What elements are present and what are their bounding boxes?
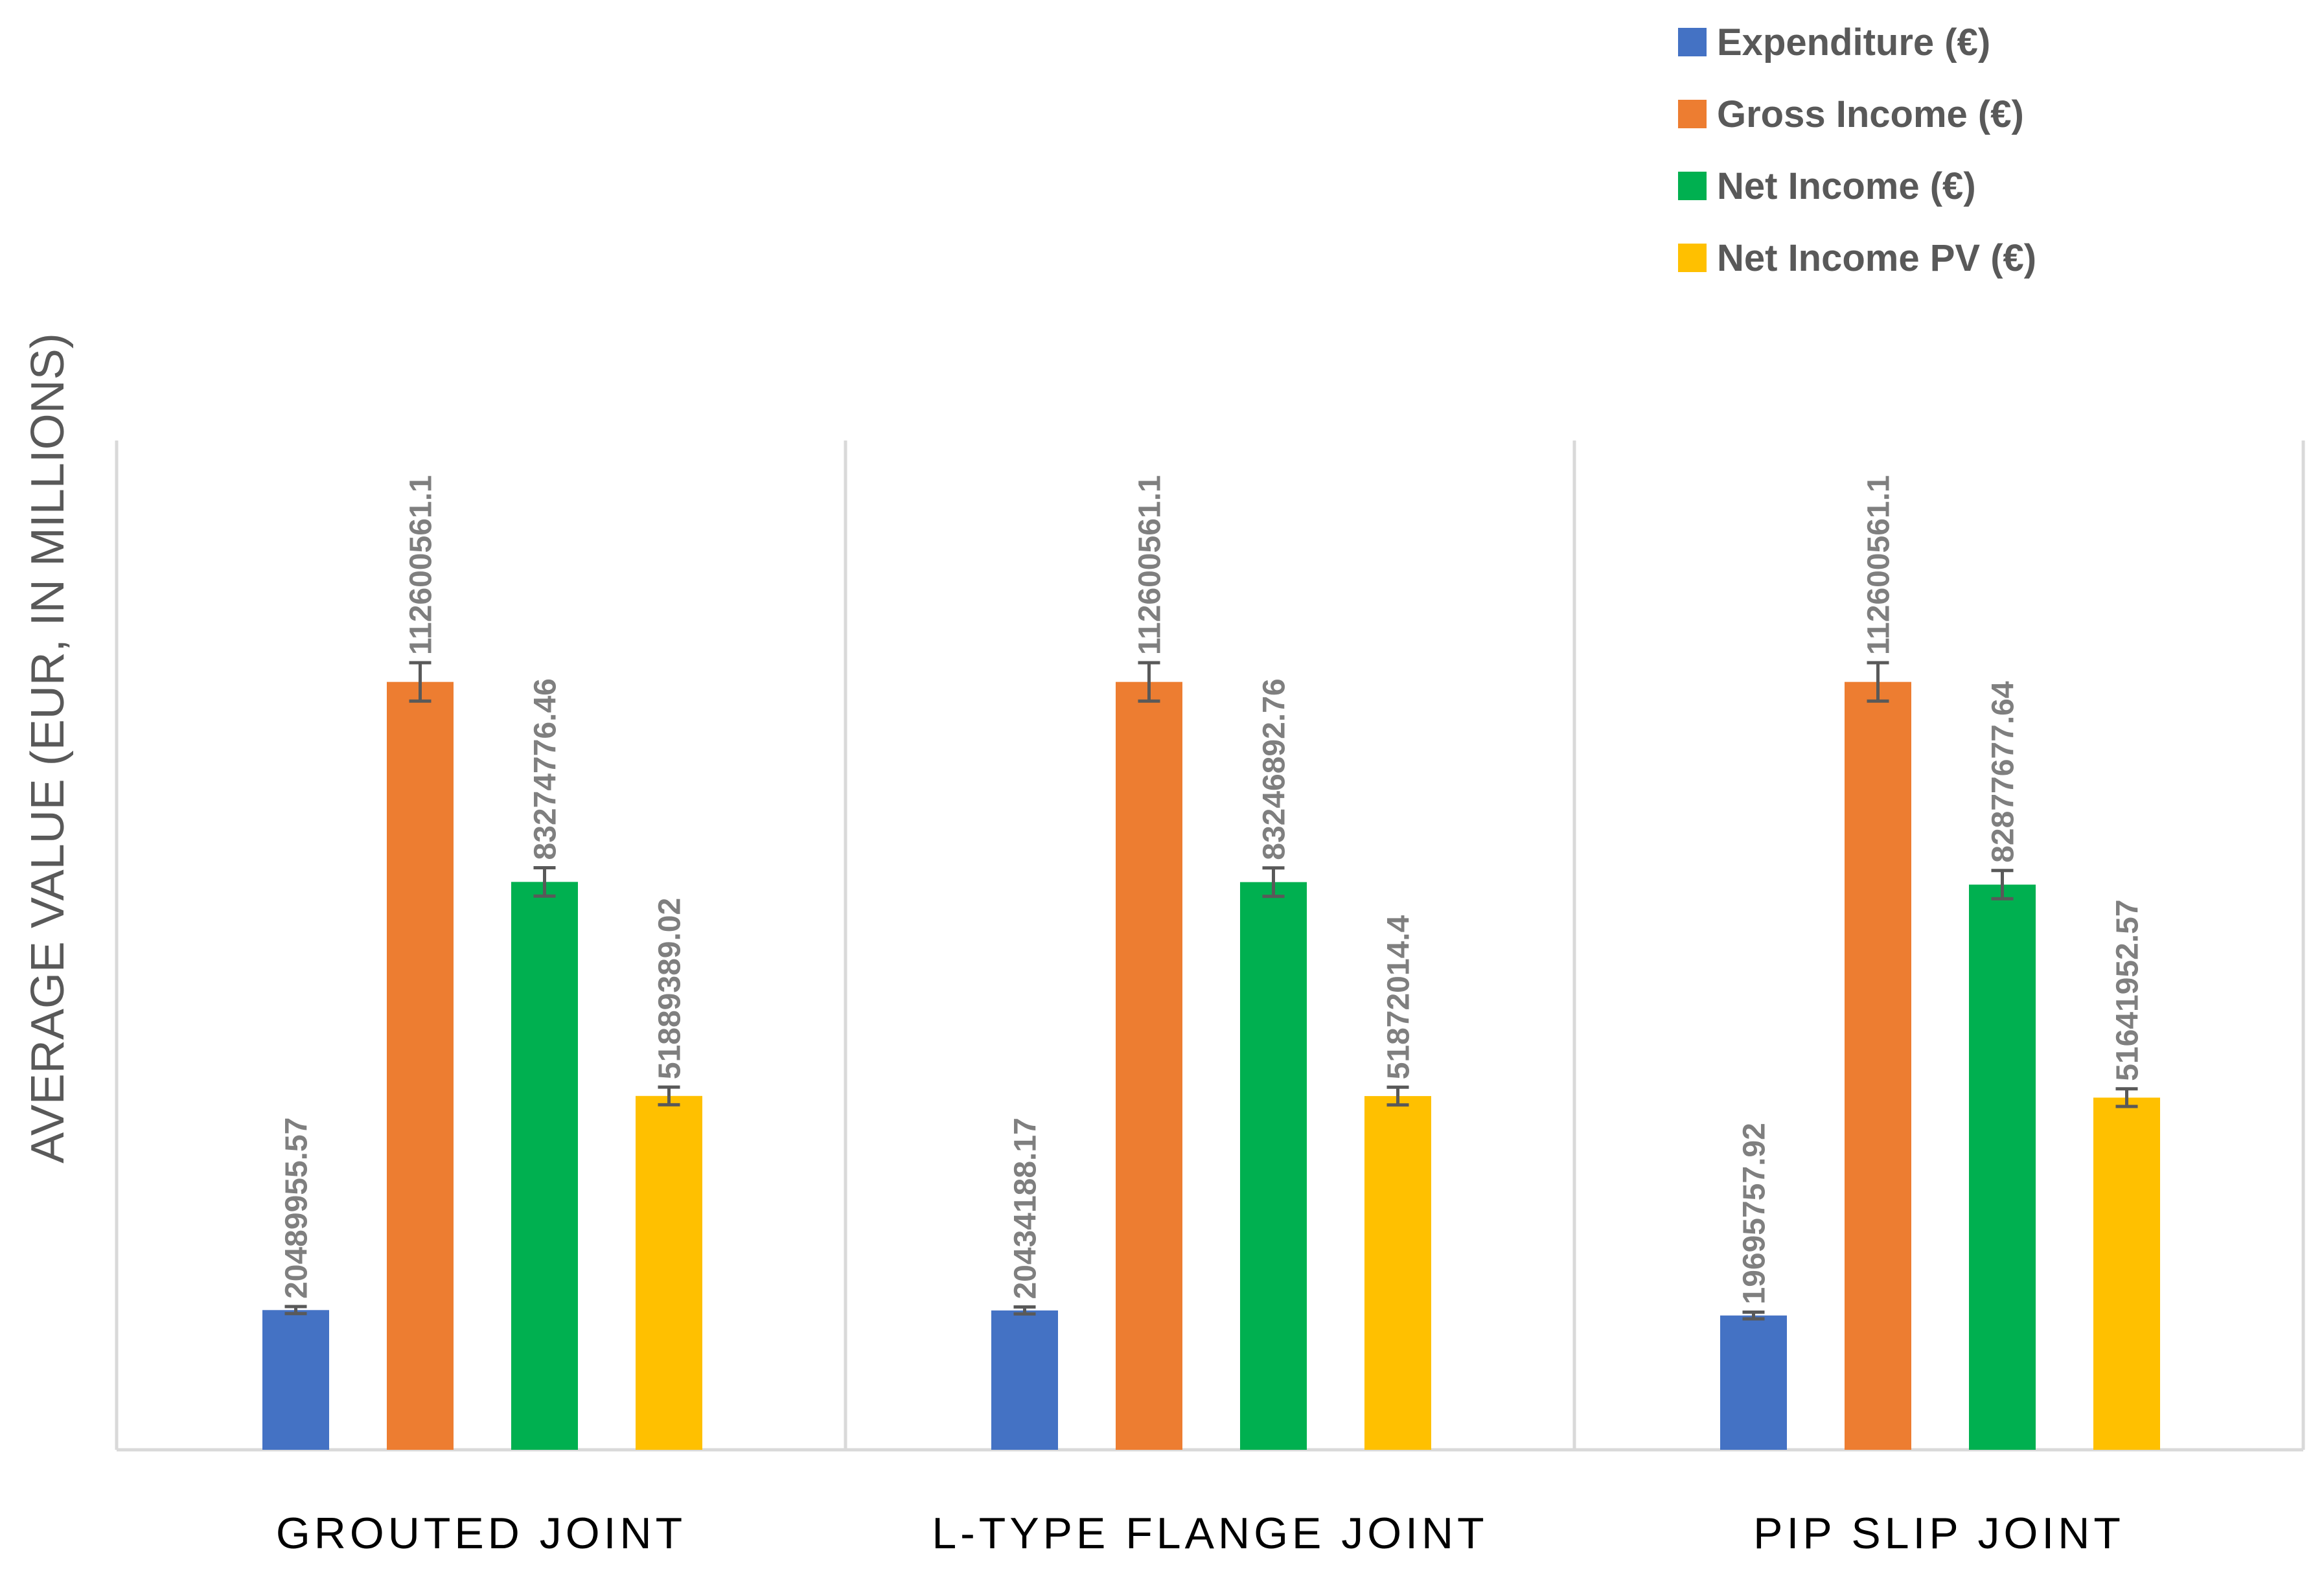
- data-labels-layer: 20489955.57 112600561.1 83274776.46 5188938…: [280, 475, 2145, 1304]
- error-bars-layer: [284, 661, 2138, 1321]
- data-label: 20434188.17: [1009, 1117, 1043, 1299]
- bars-layer: [262, 681, 2160, 1450]
- data-label: 82877677.64: [1986, 681, 2021, 863]
- bar: [636, 1095, 702, 1450]
- data-label: 83274776.46: [529, 678, 563, 860]
- data-label: 112600561.1: [1862, 475, 1896, 655]
- y-axis-title: AVERAGE VALUE (EUR, IN MILLIONS): [22, 333, 74, 1163]
- bar: [1240, 882, 1307, 1450]
- data-label: 19695757.92: [1738, 1123, 1772, 1304]
- data-label: 51889389.02: [653, 898, 687, 1079]
- category-labels-layer: GROUTED JOINT L-TYPE FLANGE JOINT PIP SLIP…: [276, 1509, 2124, 1558]
- legend: Expenditure (€) Gross Income (€) Net Incom…: [1678, 21, 2036, 279]
- bar: [387, 681, 454, 1450]
- data-label: 83246892.76: [1258, 678, 1292, 860]
- bar: [1720, 1315, 1787, 1450]
- data-label: 51872014.4: [1382, 915, 1416, 1079]
- category-label: L-TYPE FLANGE JOINT: [932, 1509, 1488, 1558]
- bar: [511, 882, 578, 1450]
- data-label: 112600561.1: [404, 475, 439, 655]
- plot-frame: [115, 441, 2305, 1452]
- legend-entry: Expenditure (€): [1717, 21, 1990, 63]
- data-label: 51641952.57: [2111, 899, 2145, 1081]
- legend-entry: Net Income PV (€): [1717, 237, 2036, 279]
- bar: [1845, 681, 1911, 1450]
- bar: [1116, 681, 1182, 1450]
- bar: [262, 1310, 329, 1450]
- data-label: 20489955.57: [280, 1117, 314, 1299]
- bar: [991, 1310, 1058, 1450]
- legend-swatch: [1678, 28, 1707, 56]
- legend-swatch: [1678, 244, 1707, 272]
- bar: [1969, 884, 2036, 1450]
- legend-entry: Net Income (€): [1717, 165, 1976, 207]
- category-label: PIP SLIP JOINT: [1753, 1509, 2124, 1558]
- legend-swatch: [1678, 172, 1707, 200]
- legend-swatch: [1678, 100, 1707, 128]
- bar: [1364, 1095, 1431, 1450]
- category-label: GROUTED JOINT: [276, 1509, 686, 1558]
- legend-entry: Gross Income (€): [1717, 93, 2024, 135]
- bar: [2093, 1097, 2160, 1450]
- data-label: 112600561.1: [1133, 475, 1168, 655]
